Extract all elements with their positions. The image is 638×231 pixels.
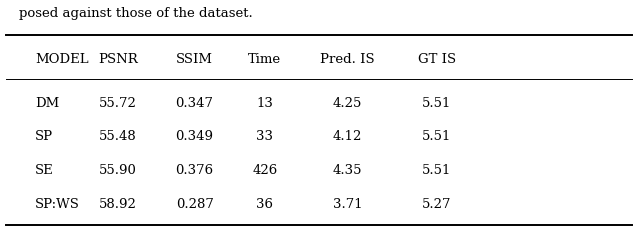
Text: 0.376: 0.376 <box>175 163 214 176</box>
Text: SE: SE <box>35 163 54 176</box>
Text: SP: SP <box>35 130 53 143</box>
Text: 5.27: 5.27 <box>422 197 452 210</box>
Text: Pred. IS: Pred. IS <box>320 52 375 65</box>
Text: 5.51: 5.51 <box>422 96 452 109</box>
Text: 13: 13 <box>256 96 273 109</box>
Text: PSNR: PSNR <box>98 52 138 65</box>
Text: DM: DM <box>35 96 59 109</box>
Text: Time: Time <box>248 52 281 65</box>
Text: 58.92: 58.92 <box>99 197 137 210</box>
Text: 0.347: 0.347 <box>175 96 214 109</box>
Text: 5.51: 5.51 <box>422 163 452 176</box>
Text: 55.48: 55.48 <box>99 130 137 143</box>
Text: 33: 33 <box>256 130 273 143</box>
Text: 4.25: 4.25 <box>333 96 362 109</box>
Text: posed against those of the dataset.: posed against those of the dataset. <box>19 7 253 20</box>
Text: 55.90: 55.90 <box>99 163 137 176</box>
Text: GT IS: GT IS <box>418 52 456 65</box>
Text: 3.71: 3.71 <box>333 197 362 210</box>
Text: 4.12: 4.12 <box>333 130 362 143</box>
Text: 55.72: 55.72 <box>99 96 137 109</box>
Text: 0.287: 0.287 <box>175 197 214 210</box>
Text: 0.349: 0.349 <box>175 130 214 143</box>
Text: 426: 426 <box>252 163 278 176</box>
Text: SP:WS: SP:WS <box>35 197 80 210</box>
Text: 4.35: 4.35 <box>333 163 362 176</box>
Text: MODEL: MODEL <box>35 52 89 65</box>
Text: SSIM: SSIM <box>176 52 213 65</box>
Text: 5.51: 5.51 <box>422 130 452 143</box>
Text: 36: 36 <box>256 197 273 210</box>
